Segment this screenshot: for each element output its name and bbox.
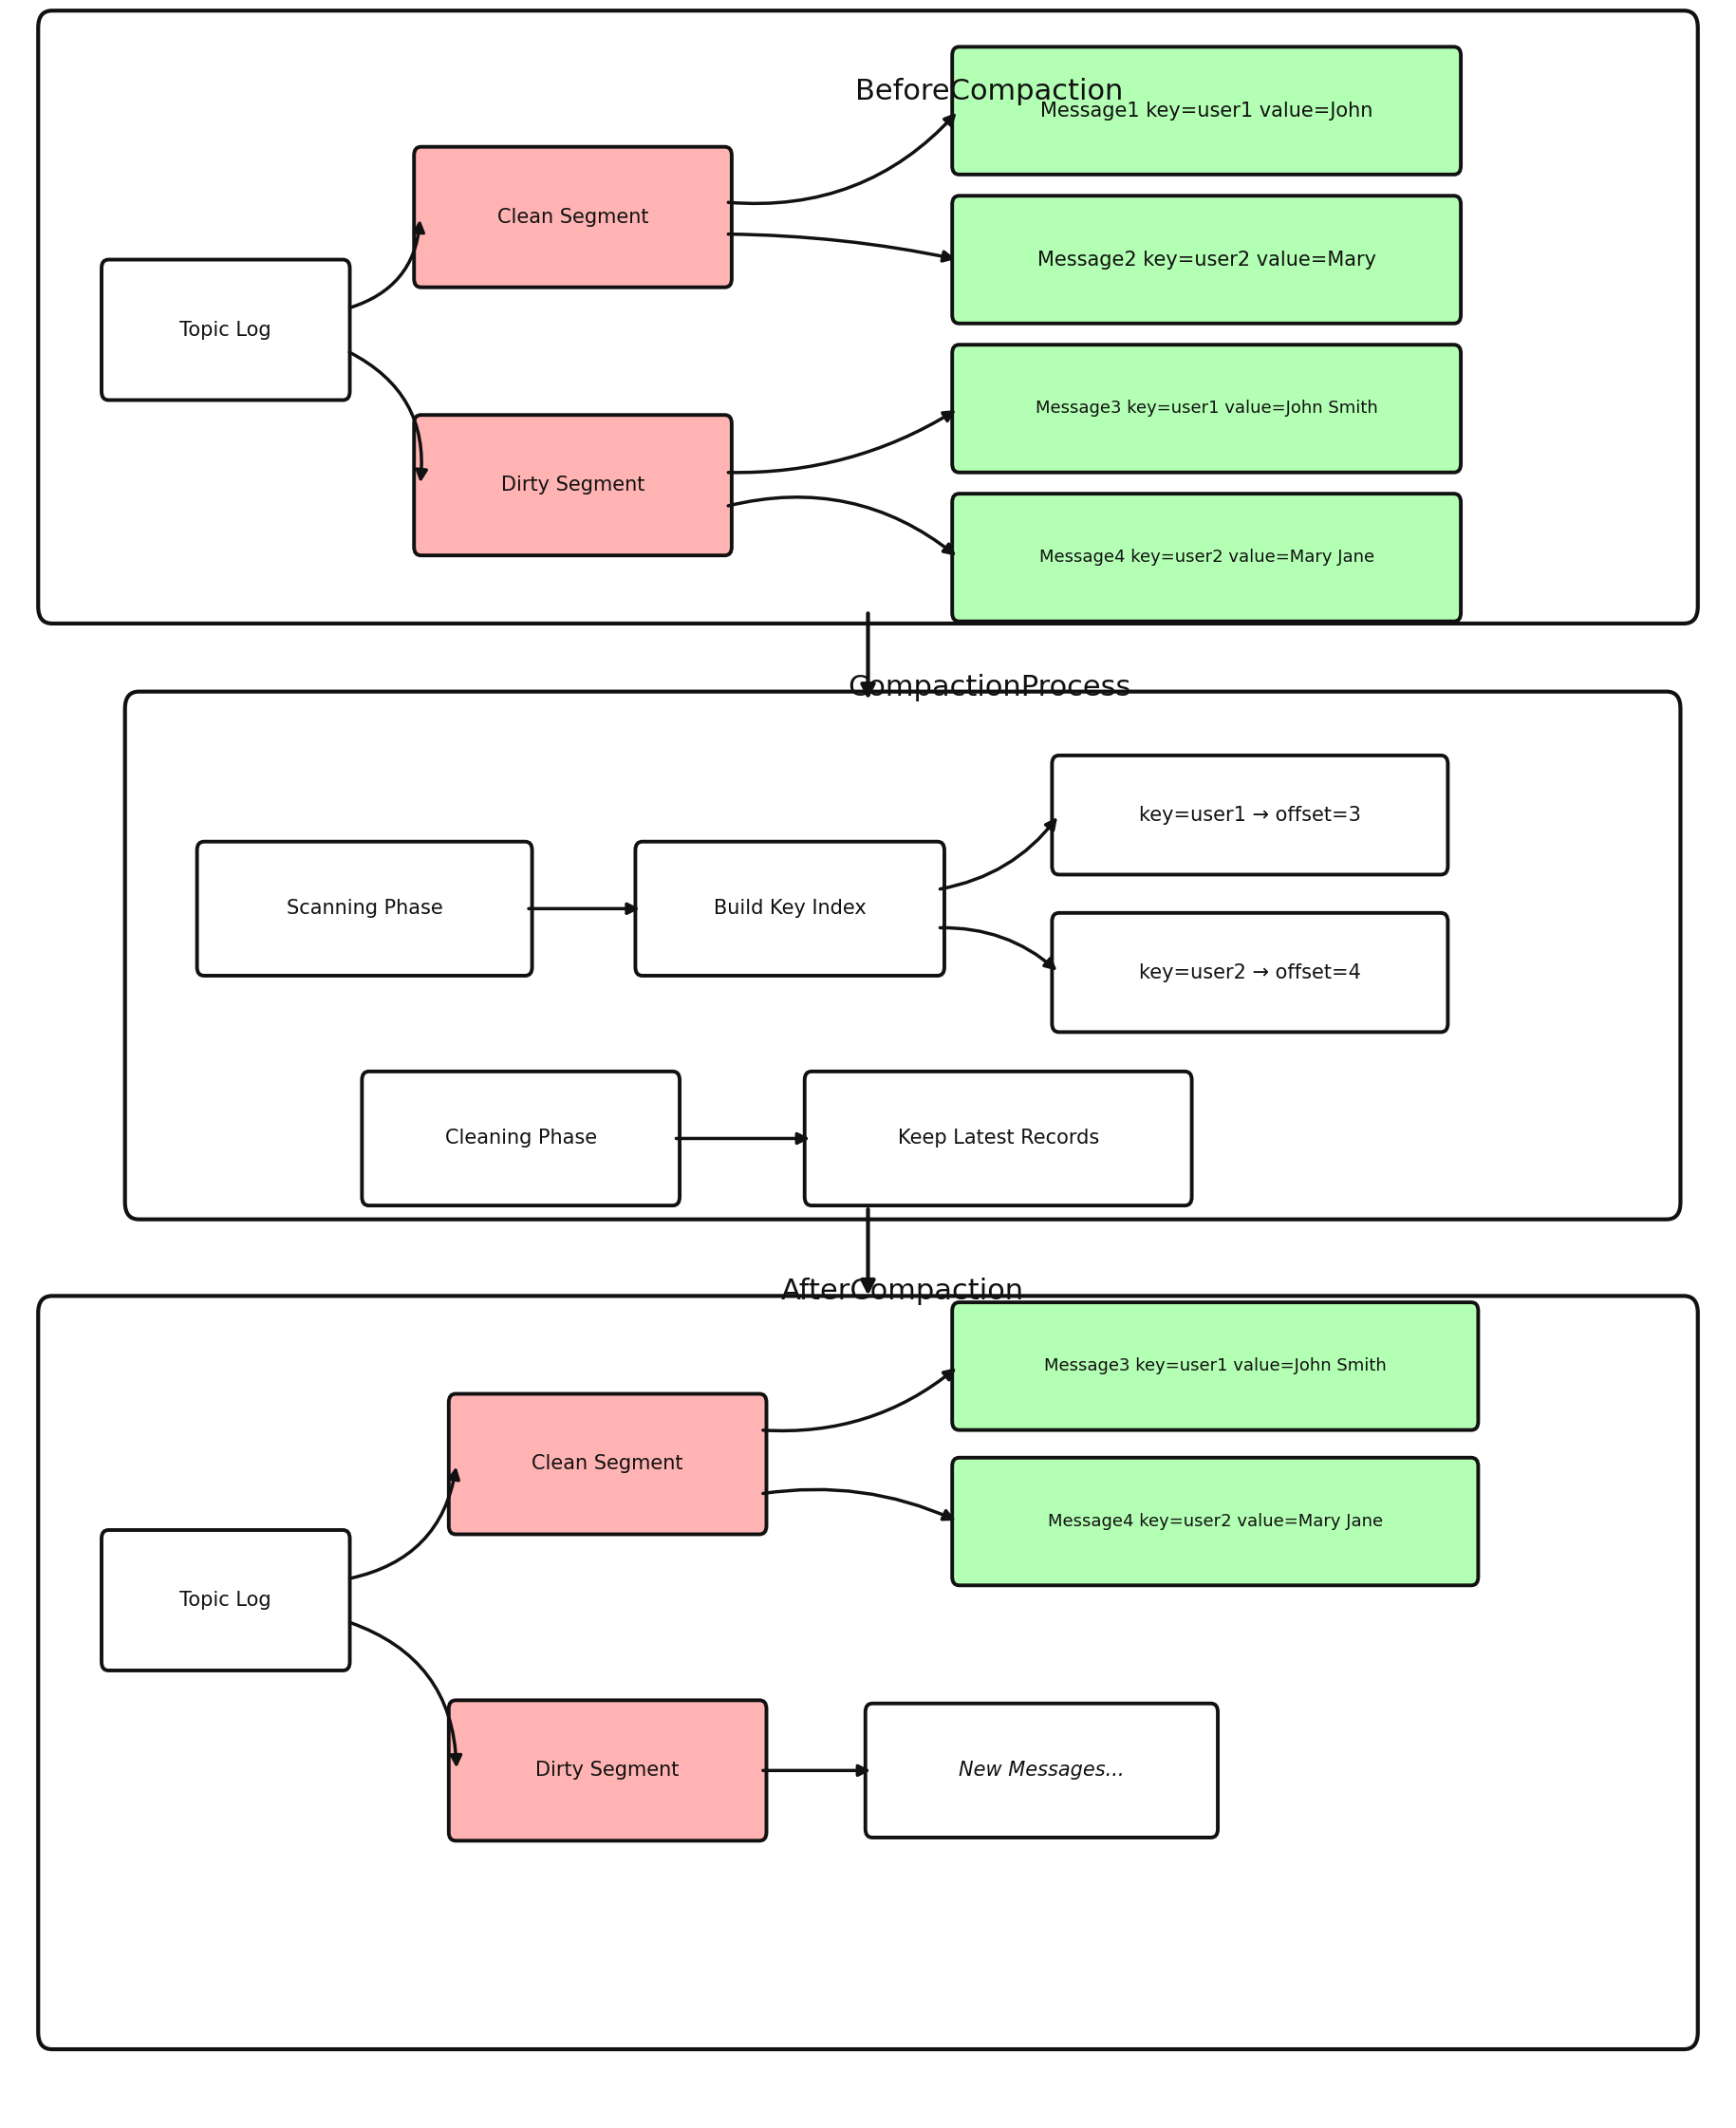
FancyArrowPatch shape [349, 1622, 460, 1764]
Text: BeforeCompaction: BeforeCompaction [856, 79, 1123, 104]
FancyArrowPatch shape [349, 353, 427, 479]
FancyArrowPatch shape [863, 1209, 873, 1292]
FancyBboxPatch shape [804, 1070, 1191, 1204]
Text: Clean Segment: Clean Segment [496, 209, 649, 226]
FancyBboxPatch shape [951, 1302, 1477, 1430]
FancyBboxPatch shape [196, 841, 531, 975]
FancyArrowPatch shape [349, 1470, 458, 1579]
FancyBboxPatch shape [448, 1700, 766, 1841]
Text: Message3 key=user1 value=John Smith: Message3 key=user1 value=John Smith [1035, 400, 1378, 417]
Text: Cleaning Phase: Cleaning Phase [444, 1130, 597, 1147]
Text: Keep Latest Records: Keep Latest Records [898, 1130, 1099, 1147]
FancyArrowPatch shape [529, 904, 635, 913]
FancyBboxPatch shape [361, 1070, 679, 1204]
FancyArrowPatch shape [764, 1490, 953, 1519]
FancyArrowPatch shape [764, 1370, 953, 1430]
Text: key=user1 → offset=3: key=user1 → offset=3 [1139, 807, 1361, 824]
Text: Build Key Index: Build Key Index [713, 900, 866, 917]
FancyArrowPatch shape [764, 1766, 866, 1775]
FancyBboxPatch shape [951, 196, 1460, 323]
FancyArrowPatch shape [727, 498, 953, 553]
FancyBboxPatch shape [1052, 913, 1448, 1032]
FancyBboxPatch shape [38, 11, 1698, 624]
Text: Topic Log: Topic Log [181, 321, 271, 338]
FancyArrowPatch shape [941, 928, 1054, 968]
FancyBboxPatch shape [101, 260, 349, 400]
FancyArrowPatch shape [863, 613, 873, 696]
FancyBboxPatch shape [951, 47, 1460, 174]
FancyArrowPatch shape [349, 223, 424, 309]
FancyBboxPatch shape [635, 841, 944, 975]
FancyArrowPatch shape [729, 234, 951, 262]
FancyBboxPatch shape [951, 494, 1460, 621]
FancyArrowPatch shape [729, 115, 955, 204]
Text: Message3 key=user1 value=John Smith: Message3 key=user1 value=John Smith [1043, 1358, 1387, 1375]
Text: Message4 key=user2 value=Mary Jane: Message4 key=user2 value=Mary Jane [1038, 549, 1375, 566]
FancyBboxPatch shape [951, 345, 1460, 472]
Text: CompactionProcess: CompactionProcess [847, 675, 1132, 700]
Text: Dirty Segment: Dirty Segment [502, 477, 644, 494]
Text: Topic Log: Topic Log [181, 1592, 271, 1609]
Text: AfterCompaction: AfterCompaction [781, 1279, 1024, 1304]
FancyBboxPatch shape [415, 415, 733, 555]
Text: Message2 key=user2 value=Mary: Message2 key=user2 value=Mary [1036, 251, 1377, 268]
FancyBboxPatch shape [448, 1394, 766, 1534]
FancyBboxPatch shape [125, 692, 1680, 1219]
Text: New Messages...: New Messages... [958, 1762, 1125, 1779]
FancyBboxPatch shape [101, 1530, 349, 1670]
FancyBboxPatch shape [951, 1458, 1477, 1585]
FancyBboxPatch shape [415, 147, 733, 287]
Text: Message1 key=user1 value=John: Message1 key=user1 value=John [1040, 102, 1373, 119]
FancyBboxPatch shape [1052, 755, 1448, 875]
FancyArrowPatch shape [729, 413, 953, 472]
Text: Message4 key=user2 value=Mary Jane: Message4 key=user2 value=Mary Jane [1047, 1513, 1384, 1530]
Text: Scanning Phase: Scanning Phase [286, 900, 443, 917]
Text: Clean Segment: Clean Segment [531, 1456, 684, 1473]
FancyArrowPatch shape [939, 819, 1055, 890]
FancyBboxPatch shape [38, 1296, 1698, 2049]
Text: Dirty Segment: Dirty Segment [536, 1762, 679, 1779]
Text: key=user2 → offset=4: key=user2 → offset=4 [1139, 964, 1361, 981]
FancyArrowPatch shape [677, 1134, 806, 1143]
FancyBboxPatch shape [865, 1702, 1219, 1836]
